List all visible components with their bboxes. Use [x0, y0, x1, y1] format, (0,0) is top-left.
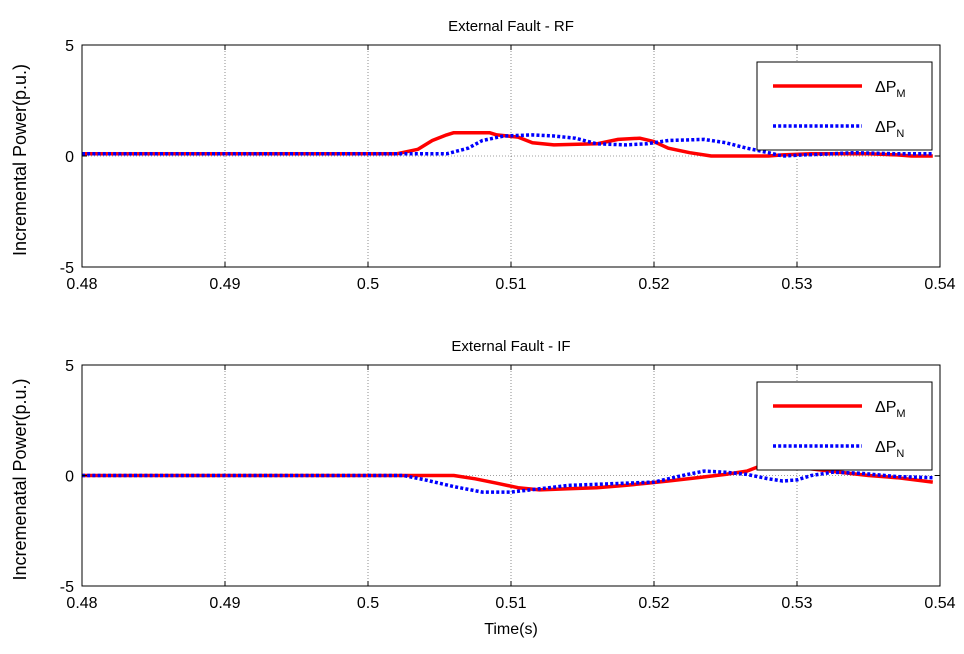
y-tick-label: 5	[65, 358, 74, 375]
legend-box	[756, 381, 933, 471]
x-tick-label: 0.53	[781, 595, 812, 612]
y-tick-label: 0	[65, 469, 74, 486]
y-tick-label: 0	[65, 149, 74, 166]
y-tick-label: -5	[60, 260, 74, 277]
series-line-m	[82, 130, 933, 158]
x-tick-label: 0.51	[495, 595, 526, 612]
legend-box	[756, 61, 933, 151]
x-tick-label: 0.51	[495, 276, 526, 293]
x-tick-label: 0.49	[209, 276, 240, 293]
y-tick-label: 5	[65, 38, 74, 55]
legend-subscript: N	[896, 128, 904, 140]
legend-subscript: M	[896, 408, 905, 420]
y-axis-label: Incremenatal Power(p.u.)	[10, 378, 30, 580]
x-tick-label: 0.54	[924, 595, 955, 612]
x-tick-label: 0.48	[66, 276, 97, 293]
x-tick-label: 0.48	[66, 595, 97, 612]
x-tick-label: 0.5	[357, 276, 379, 293]
x-tick-label: 0.52	[638, 276, 669, 293]
legend-subscript: N	[896, 448, 904, 460]
series-line-m	[82, 461, 934, 492]
x-tick-label: 0.52	[638, 595, 669, 612]
series-line-n	[82, 469, 933, 494]
series-line-n	[82, 133, 933, 158]
chart-2: 0.48 0.49 0.5 0.51 0.52 0.53 0.54 -5 0 5 External …	[10, 338, 956, 638]
y-tick-label: -5	[60, 579, 74, 596]
x-tick-label: 0.53	[781, 276, 812, 293]
chart-1: 0.48 0.49 0.5 0.51 0.52 0.53 0.54 -5 0 5 External …	[10, 18, 956, 293]
y-axis-label: Incremental Power(p.u.)	[10, 64, 30, 256]
x-tick-label: 0.54	[924, 276, 955, 293]
chart-title: External Fault - RF	[448, 18, 574, 35]
chart-title: External Fault - IF	[451, 338, 570, 355]
x-tick-label: 0.5	[357, 595, 379, 612]
legend-subscript: M	[896, 88, 905, 100]
x-axis-label: Time(s)	[484, 621, 538, 638]
x-tick-label: 0.49	[209, 595, 240, 612]
